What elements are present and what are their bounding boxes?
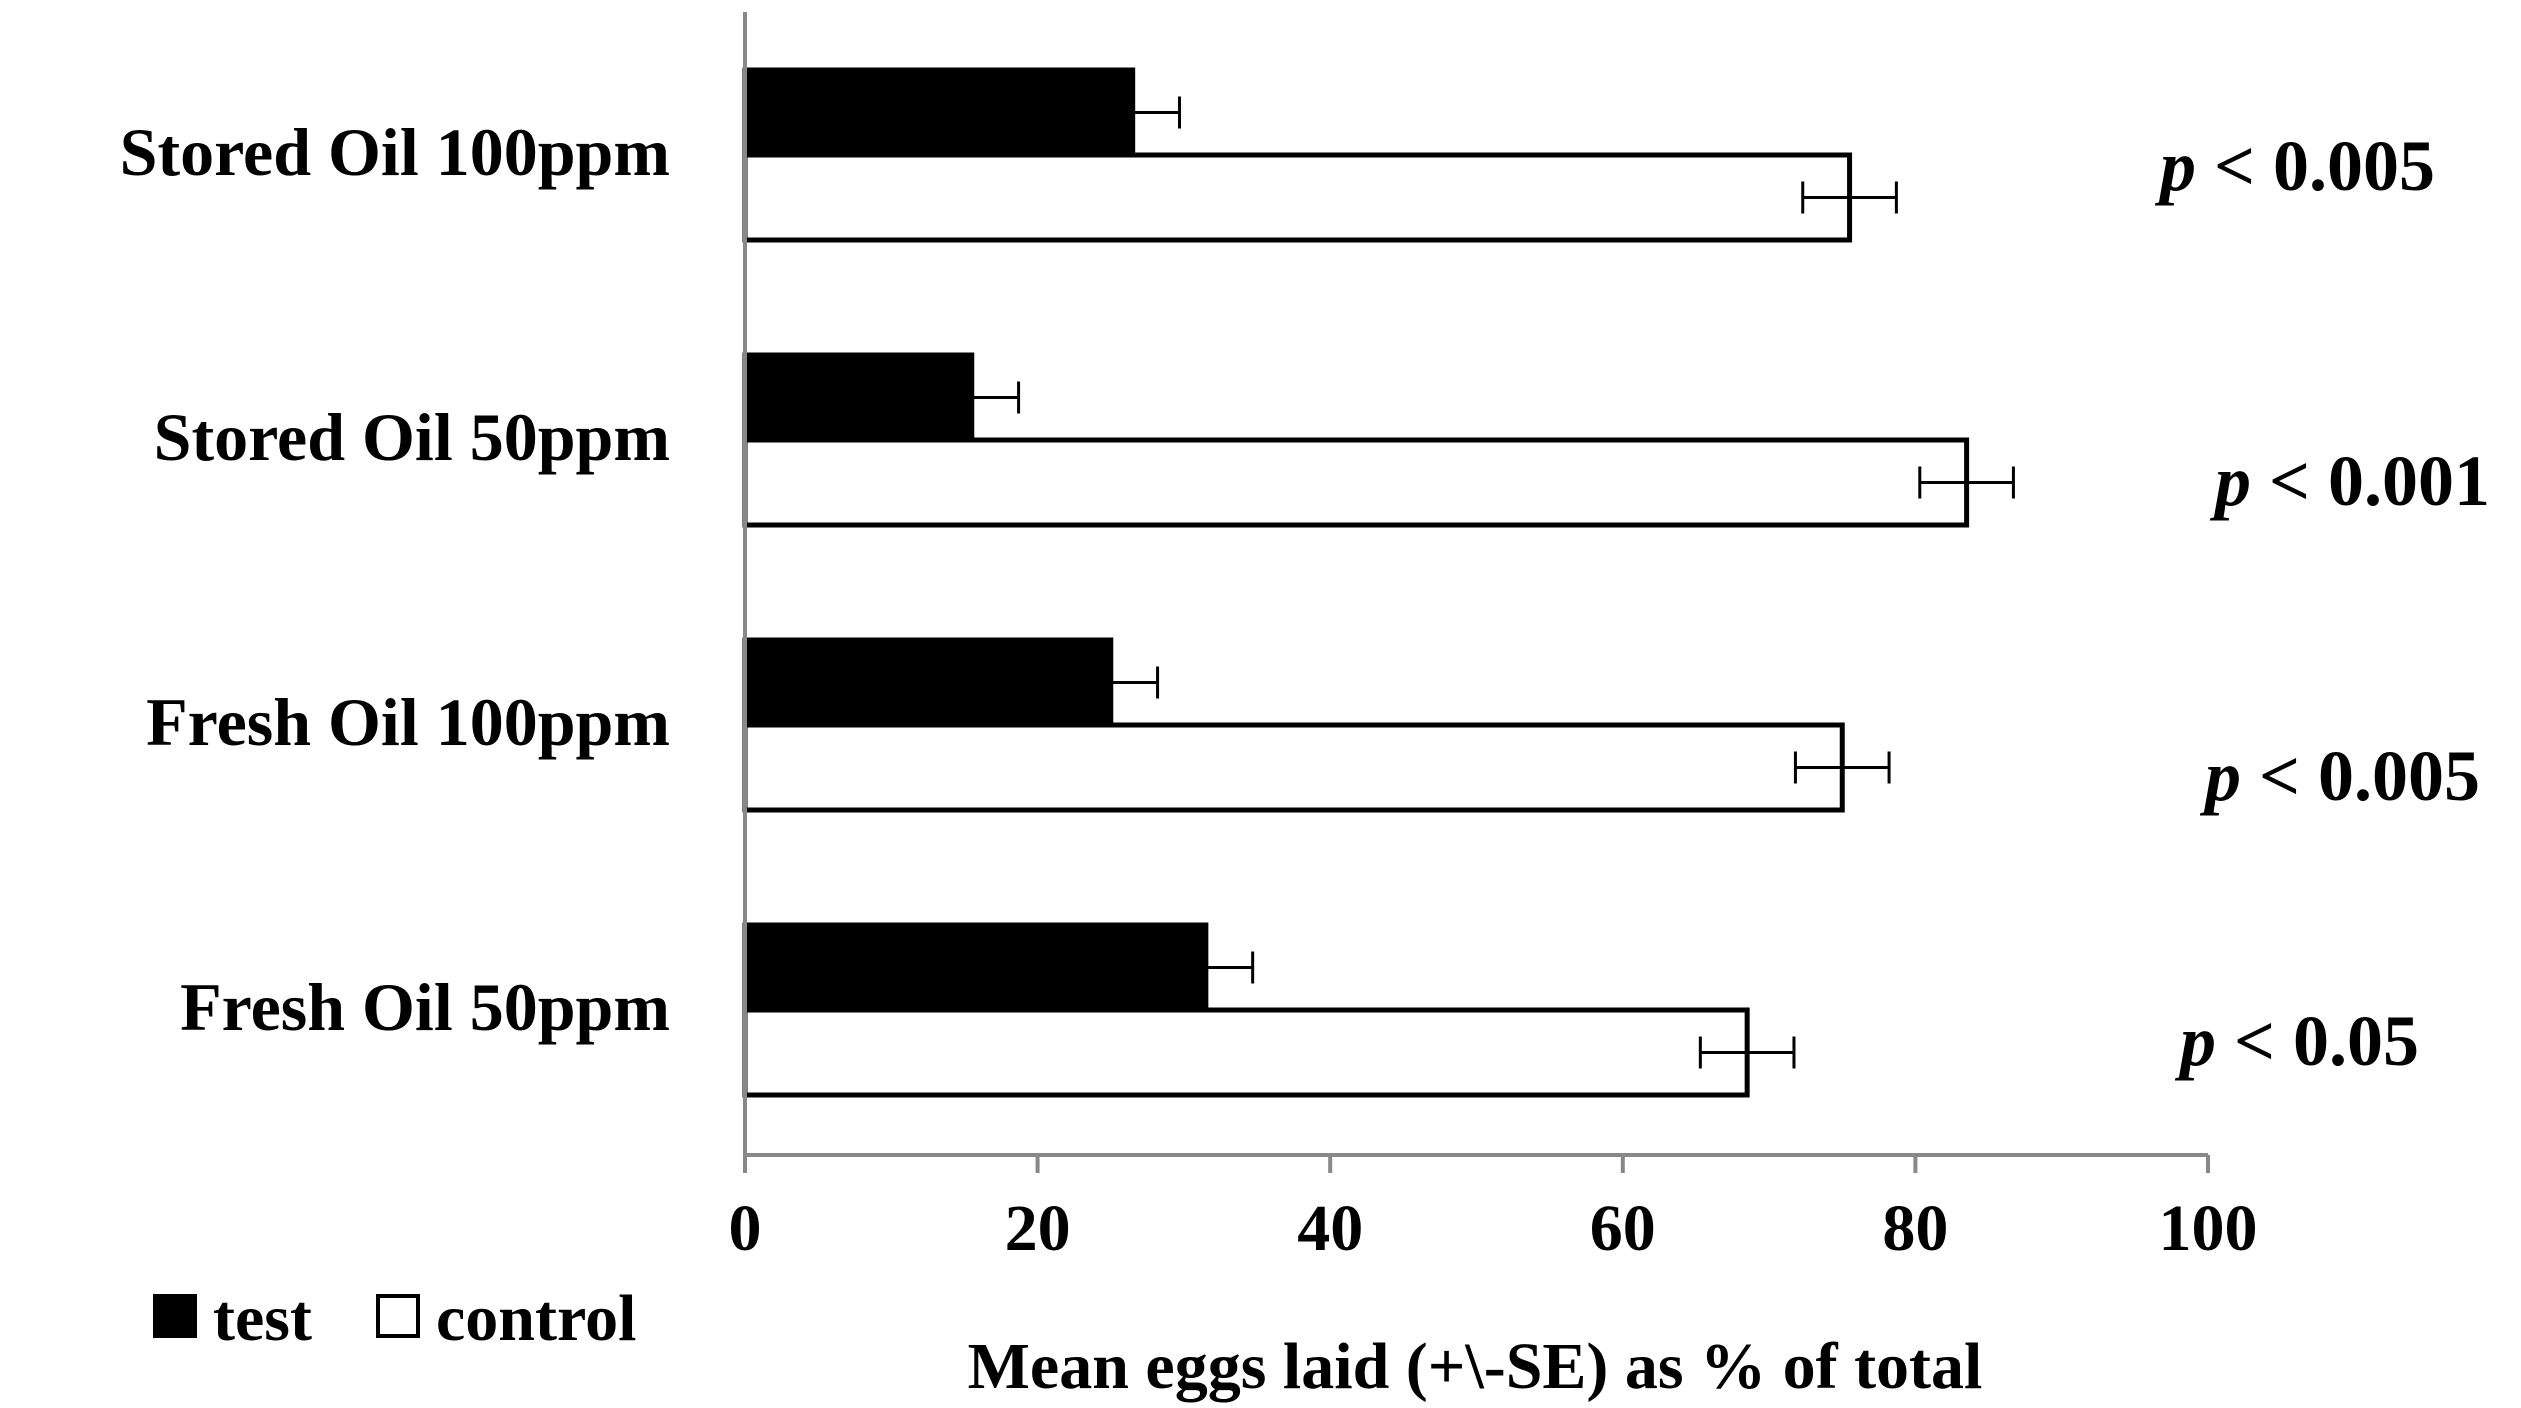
category-label: Fresh Oil 50ppm xyxy=(180,969,670,1045)
x-tick-label: 0 xyxy=(729,1192,762,1265)
x-tick-label: 40 xyxy=(1297,1192,1363,1265)
p-value-label: p < 0.005 xyxy=(2199,736,2480,816)
p-value-label: p < 0.05 xyxy=(2174,1001,2419,1081)
bar-test-1 xyxy=(742,67,1136,158)
x-tick-label: 60 xyxy=(1590,1192,1656,1265)
category-label: Stored Oil 100ppm xyxy=(120,114,670,190)
bar-test-3 xyxy=(742,637,1114,728)
legend-label-test: test xyxy=(213,1282,312,1355)
legend: test control xyxy=(153,1282,636,1355)
category-label: Fresh Oil 100ppm xyxy=(146,684,670,760)
x-tick-label: 100 xyxy=(2159,1192,2258,1265)
bar-control-3 xyxy=(742,722,1845,813)
bar-control-2 xyxy=(742,437,1970,528)
legend-swatch-control xyxy=(376,1294,420,1338)
x-tick-label: 80 xyxy=(1882,1192,1948,1265)
legend-label-control: control xyxy=(436,1282,636,1355)
bar-control-4 xyxy=(742,1007,1750,1098)
x-axis-title: Mean eggs laid (+\-SE) as % of total xyxy=(968,1330,1983,1403)
bars-layer xyxy=(742,67,2015,1098)
p-value-label: p < 0.005 xyxy=(2154,126,2435,206)
p-value-label: p < 0.001 xyxy=(2209,441,2490,521)
labels-layer: Stored Oil 100ppm p < 0.005 Stored Oil 50p… xyxy=(120,114,2490,1403)
category-label: Stored Oil 50ppm xyxy=(154,399,670,475)
axes-layer xyxy=(743,12,2210,1173)
bar-control-1 xyxy=(742,152,1853,243)
legend-swatch-test xyxy=(153,1294,197,1338)
bar-test-2 xyxy=(742,352,975,443)
x-tick-label: 20 xyxy=(1005,1192,1071,1265)
bar-test-4 xyxy=(742,922,1209,1013)
